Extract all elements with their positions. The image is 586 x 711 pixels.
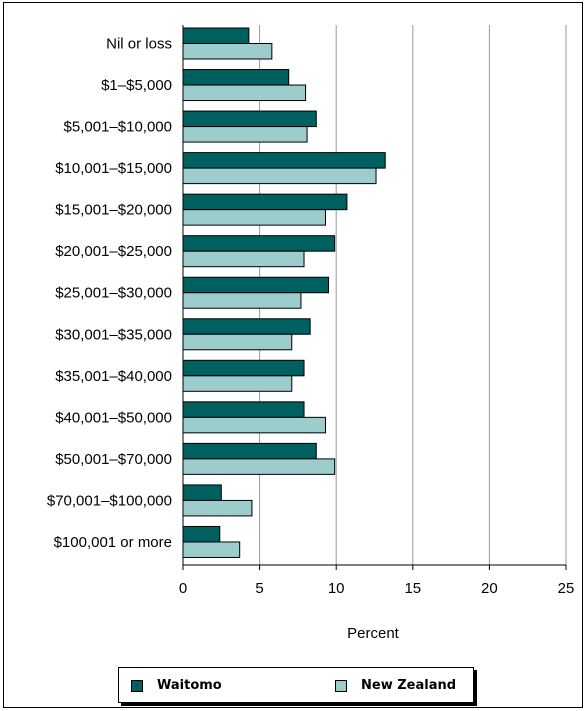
legend-item-waitomo: Waitomo bbox=[131, 678, 222, 693]
category-label-1: $1–$5,000 bbox=[101, 77, 172, 94]
x-tick-label-3: 15 bbox=[404, 580, 421, 597]
category-label-3: $10,001–$15,000 bbox=[55, 160, 172, 177]
x-axis-title: Percent bbox=[347, 625, 400, 642]
bar-new-zealand-12 bbox=[182, 541, 241, 558]
x-tick-label-2: 10 bbox=[328, 580, 345, 597]
category-label-7: $30,001–$35,000 bbox=[55, 326, 172, 343]
bar-new-zealand-4 bbox=[182, 209, 326, 226]
legend-swatch-new-zealand bbox=[335, 679, 347, 692]
bar-new-zealand-9 bbox=[182, 416, 326, 434]
chart-legend: Waitomo New Zealand bbox=[118, 667, 474, 703]
category-label-5: $20,001–$25,000 bbox=[55, 243, 172, 260]
bar-new-zealand-2 bbox=[182, 126, 308, 143]
bar-waitomo-4 bbox=[182, 193, 348, 211]
legend-label-waitomo: Waitomo bbox=[157, 678, 222, 693]
bar-new-zealand-8 bbox=[182, 375, 293, 392]
legend-label-new-zealand: New Zealand bbox=[361, 678, 457, 693]
bar-waitomo-1 bbox=[182, 69, 290, 86]
bar-waitomo-6 bbox=[182, 276, 330, 294]
bar-new-zealand-5 bbox=[182, 250, 305, 268]
bar-waitomo-2 bbox=[182, 110, 317, 128]
x-tick-label-5: 25 bbox=[558, 580, 575, 597]
bar-waitomo-0 bbox=[182, 27, 250, 44]
bar-new-zealand-3 bbox=[182, 167, 377, 185]
bar-new-zealand-6 bbox=[182, 292, 302, 309]
legend-item-new-zealand: New Zealand bbox=[335, 678, 456, 693]
category-label-2: $5,001–$10,000 bbox=[64, 119, 172, 136]
bar-waitomo-8 bbox=[182, 359, 305, 377]
bar-new-zealand-10 bbox=[182, 458, 336, 475]
bar-waitomo-10 bbox=[182, 442, 317, 460]
category-label-4: $15,001–$20,000 bbox=[55, 202, 172, 219]
legend-swatch-waitomo bbox=[131, 679, 143, 692]
bar-waitomo-9 bbox=[182, 401, 305, 418]
x-tick-label-0: 0 bbox=[179, 580, 187, 597]
bar-waitomo-7 bbox=[182, 318, 311, 335]
x-tick-label-1: 5 bbox=[255, 580, 263, 597]
category-label-9: $40,001–$50,000 bbox=[55, 409, 172, 426]
category-label-10: $50,001–$70,000 bbox=[55, 451, 172, 468]
category-label-6: $25,001–$30,000 bbox=[55, 285, 172, 302]
bar-waitomo-12 bbox=[182, 525, 221, 543]
bar-new-zealand-0 bbox=[182, 43, 273, 60]
category-label-8: $35,001–$40,000 bbox=[55, 368, 172, 385]
bar-new-zealand-11 bbox=[182, 499, 253, 517]
bar-waitomo-11 bbox=[182, 484, 222, 501]
category-label-12: $100,001 or more bbox=[54, 534, 172, 551]
x-tick-label-4: 20 bbox=[481, 580, 498, 597]
bar-new-zealand-1 bbox=[182, 84, 307, 102]
bar-waitomo-3 bbox=[182, 152, 386, 169]
category-label-0: Nil or loss bbox=[106, 36, 172, 53]
bar-new-zealand-7 bbox=[182, 333, 293, 351]
bar-waitomo-5 bbox=[182, 235, 336, 252]
category-label-11: $70,001–$100,000 bbox=[47, 492, 172, 509]
